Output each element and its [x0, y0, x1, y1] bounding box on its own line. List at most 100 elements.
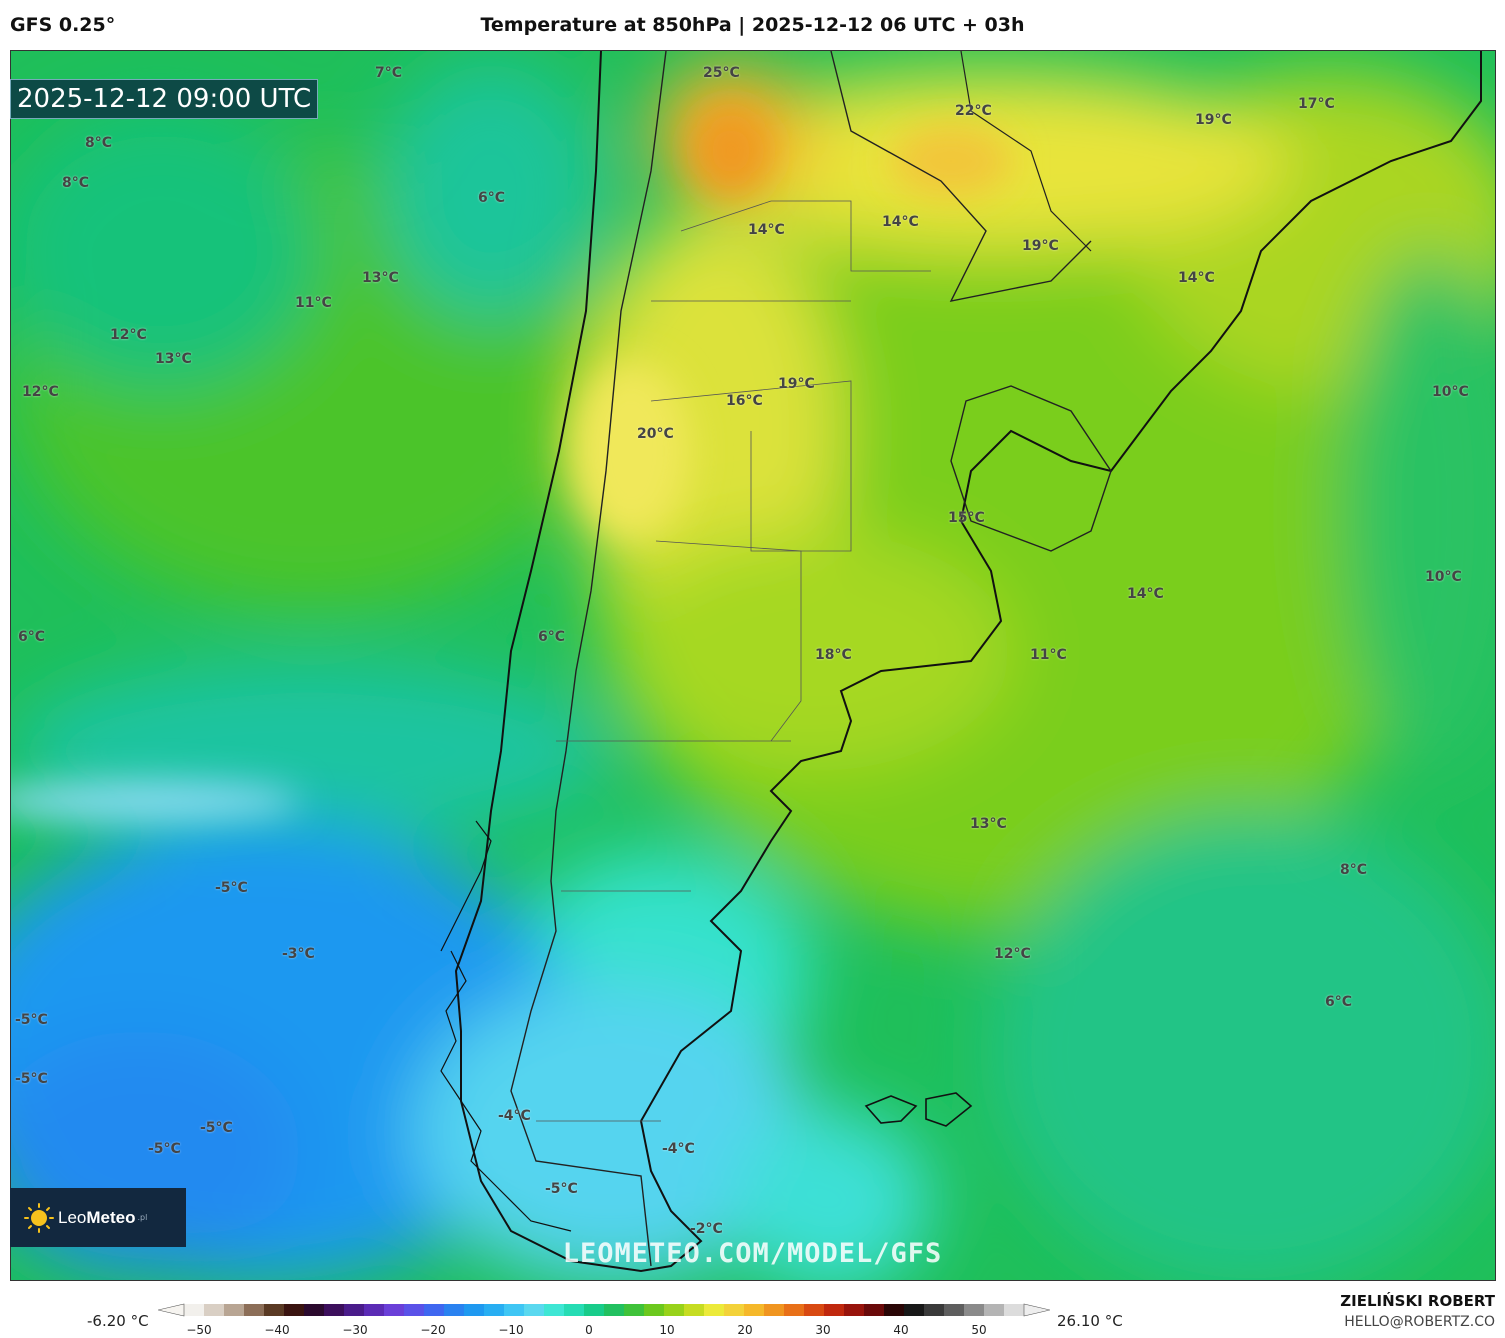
country-border-chile-argentina: [510, 51, 667, 1267]
colorbar-cell: [744, 1304, 765, 1316]
colorbar-cell: [984, 1304, 1005, 1316]
colorbar-cell: [244, 1304, 265, 1316]
temperature-label: 11°C: [295, 295, 332, 311]
colorbar-cell: [464, 1304, 485, 1316]
colorbar-cell: [804, 1304, 825, 1316]
temperature-label: 6°C: [538, 629, 566, 645]
temperature-label: 19°C: [778, 376, 815, 392]
temperature-label: 10°C: [1432, 384, 1469, 400]
colorbar-cell: [224, 1304, 245, 1316]
colorbar-cell: [584, 1304, 605, 1316]
colorbar-tick-label: 20: [737, 1323, 753, 1337]
temperature-label: 10°C: [1425, 569, 1462, 585]
colorbar-cell: [304, 1304, 325, 1316]
colorbar-cell: [904, 1304, 925, 1316]
temperature-label: 8°C: [85, 135, 113, 151]
author-name: ZIELIŃSKI ROBERT: [1340, 1292, 1495, 1310]
temperature-label: 7°C: [375, 65, 403, 81]
colorbar-cell: [544, 1304, 565, 1316]
colorbar-cell: [524, 1304, 545, 1316]
source-watermark: LEOMETEO.COM/MODEL/GFS: [562, 1238, 943, 1269]
colorbar-cell: [624, 1304, 645, 1316]
colorbar-cell: [264, 1304, 285, 1316]
colorbar-left-arrow: [158, 1303, 185, 1317]
colorbar-cell: [964, 1304, 985, 1316]
colorbar-cell: [864, 1304, 885, 1316]
colorbar-cell: [504, 1304, 525, 1316]
sun-icon: [24, 1202, 54, 1233]
temperature-label: 12°C: [110, 327, 147, 343]
colorbar-cell: [444, 1304, 465, 1316]
temperature-label: 8°C: [1340, 862, 1368, 878]
temperature-label: -2°C: [690, 1221, 723, 1237]
logo-suffix: .pl: [137, 1213, 148, 1222]
map-title: Temperature at 850hPa | 2025-12-12 06 UT…: [480, 14, 1025, 36]
temperature-label: 20°C: [637, 426, 674, 442]
colorbar-cell: [924, 1304, 945, 1316]
temperature-label: 22°C: [955, 103, 992, 119]
coastline: [454, 51, 1482, 1273]
author-credit: ZIELIŃSKI ROBERT HELLO@ROBERTZ.CO: [1340, 1292, 1495, 1330]
colorbar-tick-label: 30: [815, 1323, 831, 1337]
colorbar-cell: [844, 1304, 865, 1316]
temperature-label: 15°C: [948, 510, 985, 526]
temperature-map[interactable]: [10, 50, 1496, 1281]
leometeo-logo[interactable]: LeoMeteo .pl: [10, 1188, 186, 1247]
map-canvas: [11, 51, 1495, 1280]
colorbar-cell: [704, 1304, 725, 1316]
colorbar-cell: [1004, 1304, 1025, 1316]
colorbar-cell: [384, 1304, 405, 1316]
colorbar-tick-label: 50: [971, 1323, 987, 1337]
colorbar-cell: [404, 1304, 425, 1316]
author-email[interactable]: HELLO@ROBERTZ.CO: [1344, 1314, 1495, 1330]
colorbar-cell: [364, 1304, 385, 1316]
temperature-label: -5°C: [545, 1181, 578, 1197]
colorbar-cell: [484, 1304, 505, 1316]
temperature-label: 19°C: [1022, 238, 1059, 254]
colorbar-cell: [764, 1304, 785, 1316]
colorbar-tick-label: 0: [585, 1323, 593, 1337]
temperature-label: 18°C: [815, 647, 852, 663]
temperature-label: 14°C: [748, 222, 785, 238]
temperature-label: 13°C: [970, 816, 1007, 832]
colorbar-cell: [784, 1304, 805, 1316]
temperature-label: 14°C: [1127, 586, 1164, 602]
temperature-label: 17°C: [1298, 96, 1335, 112]
country-border-brazil: [960, 51, 1092, 252]
colorbar-tick-label: −50: [186, 1323, 212, 1337]
temperature-label: 19°C: [1195, 112, 1232, 128]
colorbar-cell: [424, 1304, 445, 1316]
colorbar-cell: [884, 1304, 905, 1316]
province-borders: [536, 200, 931, 1122]
colorbar-cell: [564, 1304, 585, 1316]
colorbar-max-label: 26.10 °C: [1057, 1312, 1123, 1330]
colorbar-cell: [644, 1304, 665, 1316]
temperature-label: -5°C: [15, 1071, 48, 1087]
temperature-label: -4°C: [498, 1108, 531, 1124]
temperature-label: 6°C: [1325, 994, 1353, 1010]
temperature-label: 11°C: [1030, 647, 1067, 663]
temperature-label: 14°C: [882, 214, 919, 230]
temperature-label: 6°C: [478, 190, 506, 206]
temperature-label: 14°C: [1178, 270, 1215, 286]
temperature-label: -3°C: [282, 946, 315, 962]
chile-fjord-islands: [440, 820, 572, 1232]
colorbar-tick-label: −20: [420, 1323, 446, 1337]
colorbar-tick-label: 40: [893, 1323, 909, 1337]
colorbar-cell: [724, 1304, 745, 1316]
colorbar-cell: [344, 1304, 365, 1316]
temperature-label: 25°C: [703, 65, 740, 81]
temperature-label: -4°C: [662, 1141, 695, 1157]
colorbar-tick-label: −30: [342, 1323, 368, 1337]
colorbar-cell: [184, 1304, 205, 1316]
colorbar-right-arrow: [1023, 1303, 1050, 1317]
colorbar-cell: [824, 1304, 845, 1316]
temperature-label: -5°C: [200, 1120, 233, 1136]
colorbar-cell: [684, 1304, 705, 1316]
temperature-label: 12°C: [994, 946, 1031, 962]
falklands-islands: [864, 1092, 973, 1127]
colorbar-cell: [664, 1304, 685, 1316]
temperature-label: 6°C: [18, 629, 46, 645]
colorbar-cell: [324, 1304, 345, 1316]
colorbar-tick-label: −40: [264, 1323, 290, 1337]
